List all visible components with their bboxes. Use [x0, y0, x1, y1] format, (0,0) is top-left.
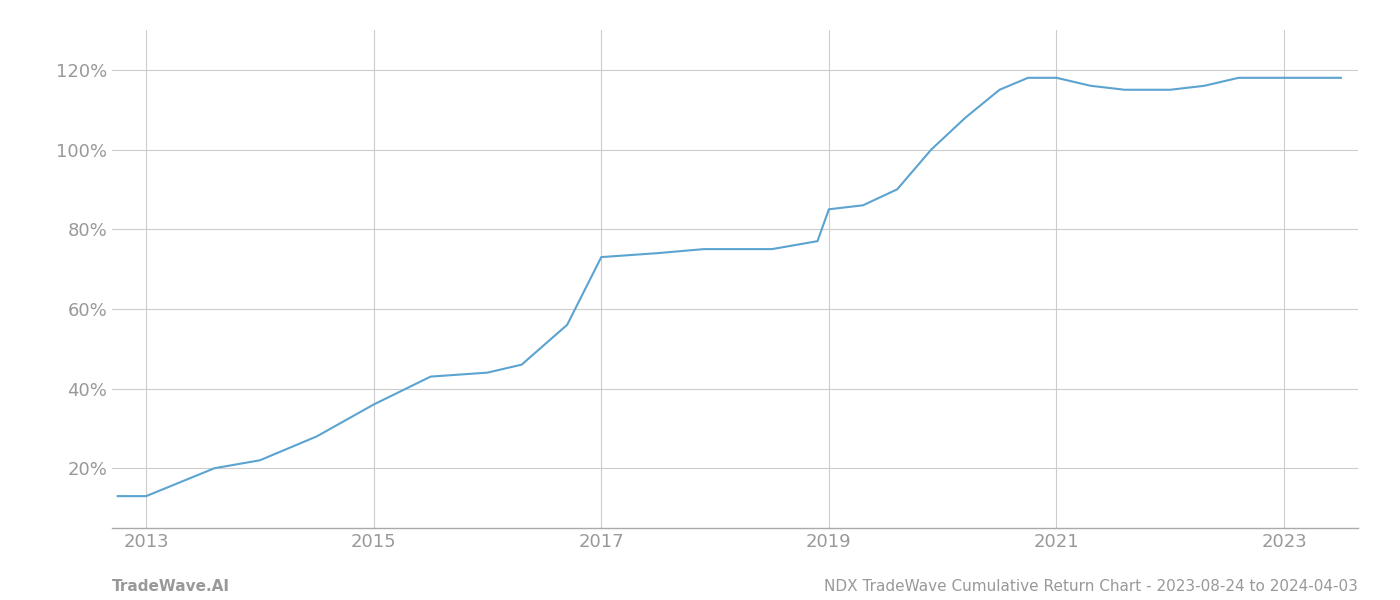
Text: NDX TradeWave Cumulative Return Chart - 2023-08-24 to 2024-04-03: NDX TradeWave Cumulative Return Chart - … — [825, 579, 1358, 594]
Text: TradeWave.AI: TradeWave.AI — [112, 579, 230, 594]
